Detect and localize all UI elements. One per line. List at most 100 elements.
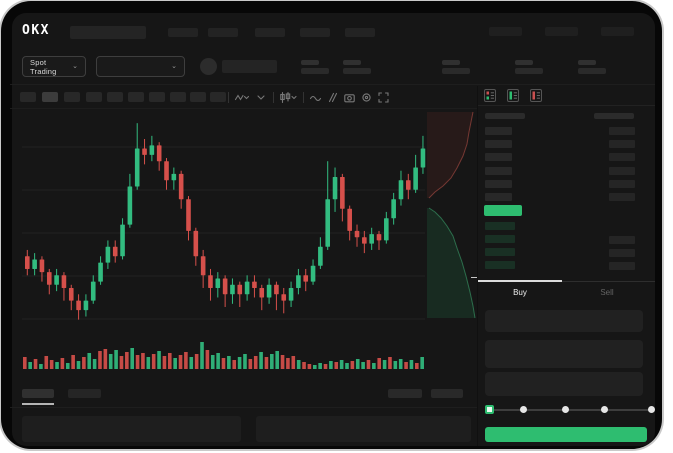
nav-item-placeholder[interactable]: [601, 27, 634, 36]
last-price-tick: [471, 277, 478, 278]
timeframe-button[interactable]: [20, 92, 36, 102]
market-type-label: Spot Trading: [30, 57, 57, 76]
nav-item-placeholder[interactable]: [300, 28, 330, 37]
settings-icon[interactable]: [361, 92, 372, 103]
slider-dot[interactable]: [520, 406, 527, 413]
slider-dot[interactable]: [601, 406, 608, 413]
stat-label-placeholder: [515, 60, 533, 65]
bottom-action-button[interactable]: [388, 389, 422, 398]
bottom-tab[interactable]: [68, 389, 101, 398]
ask-price-placeholder[interactable]: [485, 167, 512, 175]
bid-amount-placeholder[interactable]: [609, 249, 635, 257]
stat-label-placeholder: [578, 60, 596, 65]
book-asks-icon[interactable]: [530, 89, 542, 102]
chevron-down-icon: ⌄: [72, 63, 78, 70]
compare-icon[interactable]: [327, 92, 338, 103]
nav-item-placeholder[interactable]: [345, 28, 375, 37]
ask-amount-placeholder[interactable]: [609, 193, 635, 201]
depth-chart[interactable]: [427, 111, 478, 330]
stat-label-placeholder: [343, 60, 361, 65]
coin-avatar: [200, 58, 217, 75]
pair-selector[interactable]: ⌄: [96, 56, 185, 77]
book-all-icon[interactable]: [484, 89, 496, 102]
slider-dot[interactable]: [648, 406, 655, 413]
camera-icon[interactable]: [344, 92, 355, 103]
timeframe-button[interactable]: [149, 92, 165, 102]
ask-price-placeholder[interactable]: [485, 180, 512, 188]
ask-amount-placeholder[interactable]: [609, 127, 635, 135]
nav-item-placeholder[interactable]: [208, 28, 238, 37]
timeframe-button[interactable]: [64, 92, 80, 102]
bottom-tab-active[interactable]: [22, 389, 54, 398]
price-chart[interactable]: [22, 112, 426, 334]
sell-tab-divider: [562, 281, 655, 282]
ask-amount-placeholder[interactable]: [609, 180, 635, 188]
toolbar-separator: [303, 91, 304, 103]
tab-buy[interactable]: Buy: [513, 288, 527, 297]
market-type-selector[interactable]: Spot Trading ⌄: [22, 56, 86, 77]
nav-item-placeholder[interactable]: [255, 28, 285, 37]
stat-value-placeholder: [578, 68, 606, 74]
timeframe-button[interactable]: [128, 92, 144, 102]
percent-slider-track[interactable]: [489, 409, 651, 411]
ask-amount-placeholder[interactable]: [609, 167, 635, 175]
orderbook-price-header: [485, 113, 525, 119]
history-panel-placeholder: [256, 416, 471, 442]
chevron-down-icon: ⌄: [171, 63, 177, 70]
timeframe-button[interactable]: [107, 92, 123, 102]
buy-tab-indicator: [478, 280, 562, 282]
nav-item-placeholder[interactable]: [545, 27, 578, 36]
ask-price-placeholder[interactable]: [485, 193, 512, 201]
stat-value-placeholder: [301, 68, 329, 74]
indicator-icon[interactable]: [234, 92, 250, 103]
candle-type-icon[interactable]: [280, 91, 297, 103]
stat-value-placeholder: [343, 68, 371, 74]
stat-label-placeholder: [301, 60, 319, 65]
orders-panel-placeholder: [22, 416, 241, 442]
bid-amount-placeholder[interactable]: [609, 236, 635, 244]
stat-value-placeholder: [515, 68, 543, 74]
ask-price-placeholder[interactable]: [485, 153, 512, 161]
ask-amount-placeholder[interactable]: [609, 140, 635, 148]
tab-sell[interactable]: Sell: [600, 288, 614, 297]
stat-value-placeholder: [442, 68, 470, 74]
chart-tools: [228, 90, 389, 104]
okx-logo: OKX: [22, 23, 50, 38]
timeframe-button[interactable]: [42, 92, 58, 102]
logo-caption-placeholder: [70, 26, 146, 39]
buy-button[interactable]: [485, 427, 647, 442]
bid-price-placeholder[interactable]: [485, 235, 515, 243]
slider-dot[interactable]: [562, 406, 569, 413]
line-tool-icon[interactable]: [309, 92, 322, 103]
bottom-action-button[interactable]: [431, 389, 463, 398]
price-input[interactable]: [485, 310, 643, 332]
last-price-badge[interactable]: [484, 205, 522, 216]
volume-chart[interactable]: [22, 336, 425, 369]
toolbar-separator: [273, 91, 274, 103]
toolbar-separator: [228, 91, 229, 103]
slider-handle[interactable]: [485, 405, 494, 414]
timeframe-button[interactable]: [86, 92, 102, 102]
stat-label-placeholder: [442, 60, 460, 65]
book-bids-icon[interactable]: [507, 89, 519, 102]
timeframe-button[interactable]: [210, 92, 226, 102]
nav-item-placeholder[interactable]: [489, 27, 522, 36]
bid-price-placeholder[interactable]: [485, 248, 515, 256]
bid-amount-placeholder[interactable]: [609, 262, 635, 270]
orderbook-amount-header: [594, 113, 634, 119]
bid-price-placeholder[interactable]: [485, 222, 515, 230]
ask-price-placeholder[interactable]: [485, 127, 512, 135]
fullscreen-icon[interactable]: [378, 91, 389, 103]
timeframe-button[interactable]: [190, 92, 206, 102]
bid-price-placeholder[interactable]: [485, 261, 515, 269]
total-input[interactable]: [485, 372, 643, 396]
timeframe-button[interactable]: [170, 92, 186, 102]
nav-item-placeholder[interactable]: [168, 28, 198, 37]
amount-input[interactable]: [485, 340, 643, 368]
ask-price-placeholder[interactable]: [485, 140, 512, 148]
ask-amount-placeholder[interactable]: [609, 153, 635, 161]
chevron-down-icon[interactable]: [256, 92, 267, 103]
pair-name-placeholder: [222, 60, 277, 73]
bottom-tab-underline: [22, 403, 54, 405]
